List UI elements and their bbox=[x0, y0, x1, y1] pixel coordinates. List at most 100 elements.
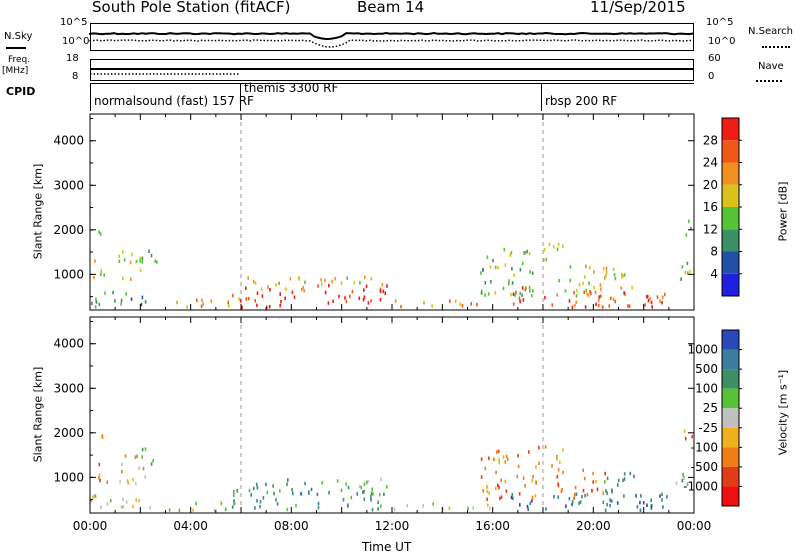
data-cell bbox=[584, 275, 586, 279]
data-cell bbox=[631, 285, 633, 290]
data-cell bbox=[379, 287, 382, 292]
data-cell bbox=[363, 497, 366, 501]
data-cell bbox=[623, 273, 626, 277]
data-cell bbox=[370, 498, 372, 502]
data-cell bbox=[529, 501, 532, 505]
data-cell bbox=[504, 460, 507, 464]
data-cell bbox=[345, 299, 348, 304]
data-cell bbox=[569, 265, 572, 269]
data-cell bbox=[394, 299, 397, 303]
data-cell bbox=[346, 276, 348, 280]
power-colorbar-tick-label-6: 28 bbox=[703, 133, 718, 147]
nsky-underline bbox=[6, 47, 26, 49]
x-tick-label-6: 00:00 bbox=[677, 519, 712, 533]
data-cell bbox=[602, 491, 605, 495]
data-cell bbox=[320, 278, 322, 282]
data-cell bbox=[687, 271, 689, 275]
data-cell bbox=[574, 303, 576, 308]
data-cell bbox=[400, 304, 402, 309]
data-cell bbox=[293, 295, 296, 299]
velocity-colorbar-tick-label-2: 100 bbox=[695, 382, 718, 396]
data-cell bbox=[360, 485, 363, 490]
data-cell bbox=[236, 489, 239, 493]
data-cell bbox=[266, 490, 269, 495]
data-cell bbox=[379, 297, 382, 302]
data-cell bbox=[512, 302, 515, 306]
data-cell bbox=[327, 301, 330, 305]
data-cell bbox=[502, 286, 505, 291]
data-cell bbox=[621, 275, 623, 279]
data-cell bbox=[603, 276, 606, 280]
cpid-divider-start bbox=[90, 83, 91, 111]
data-cell bbox=[605, 489, 607, 493]
data-cell bbox=[224, 507, 227, 511]
velocity-colorbar-tick-label-7: -1000 bbox=[683, 479, 718, 493]
data-cell bbox=[612, 297, 615, 301]
data-cell bbox=[256, 486, 259, 490]
data-cell bbox=[233, 493, 235, 497]
data-cell bbox=[531, 294, 533, 298]
data-cell bbox=[213, 508, 216, 513]
data-cell bbox=[178, 508, 181, 513]
data-cell bbox=[586, 292, 588, 296]
data-cell bbox=[93, 275, 95, 280]
power-colorbar-tick-label-2: 12 bbox=[703, 222, 718, 236]
panel-frame-0 bbox=[89, 113, 695, 311]
nsky-tick-high: 10^5 bbox=[60, 17, 88, 28]
data-cell bbox=[196, 298, 198, 302]
data-cell bbox=[324, 290, 327, 295]
data-cell bbox=[261, 294, 264, 298]
data-cell bbox=[349, 294, 351, 299]
data-cell bbox=[272, 484, 274, 488]
data-cell bbox=[286, 507, 289, 512]
data-cell bbox=[497, 449, 500, 454]
data-cell bbox=[287, 478, 289, 482]
data-cell bbox=[531, 479, 533, 483]
data-cell bbox=[200, 304, 203, 309]
data-cell bbox=[586, 492, 589, 497]
data-cell bbox=[521, 286, 524, 290]
data-cell bbox=[370, 277, 373, 281]
data-cell bbox=[499, 496, 501, 501]
data-cell bbox=[666, 495, 668, 499]
data-cell bbox=[529, 289, 531, 293]
nsearch-tick-low: 10^0 bbox=[708, 36, 736, 47]
data-cell bbox=[622, 478, 624, 483]
data-cell bbox=[559, 460, 561, 464]
data-cell bbox=[500, 478, 502, 482]
data-cell bbox=[584, 305, 587, 309]
data-cell bbox=[573, 496, 575, 500]
velocity-colorbar-frame bbox=[721, 329, 740, 507]
data-cell bbox=[517, 453, 519, 458]
data-cell bbox=[519, 268, 522, 272]
data-cell bbox=[328, 491, 330, 495]
data-cell bbox=[538, 445, 540, 450]
data-cell bbox=[121, 276, 124, 281]
data-cell bbox=[629, 471, 632, 476]
data-cell bbox=[680, 277, 682, 281]
velocity-colorbar-segment bbox=[722, 330, 739, 350]
data-cell bbox=[98, 476, 100, 480]
data-cell bbox=[486, 485, 488, 489]
data-cell bbox=[617, 483, 619, 487]
data-cell bbox=[606, 502, 608, 507]
data-cell bbox=[573, 290, 575, 295]
data-cell bbox=[94, 494, 97, 498]
data-cell bbox=[636, 505, 639, 509]
velocity-colorbar-tick-label-3: 25 bbox=[703, 401, 718, 415]
y-tick-label-0-0: 1000 bbox=[53, 267, 84, 281]
data-cell bbox=[617, 478, 620, 483]
data-cell bbox=[583, 290, 585, 295]
data-cell bbox=[538, 461, 540, 465]
data-cell bbox=[279, 303, 281, 308]
data-cell bbox=[480, 271, 482, 275]
data-cell bbox=[524, 484, 526, 488]
data-cell bbox=[304, 481, 306, 486]
data-cell bbox=[289, 276, 292, 281]
data-cell bbox=[356, 492, 359, 496]
data-cell bbox=[516, 474, 519, 479]
data-cell bbox=[599, 287, 602, 291]
data-cell bbox=[528, 450, 530, 454]
data-cell bbox=[248, 488, 251, 493]
data-cell bbox=[265, 482, 267, 487]
